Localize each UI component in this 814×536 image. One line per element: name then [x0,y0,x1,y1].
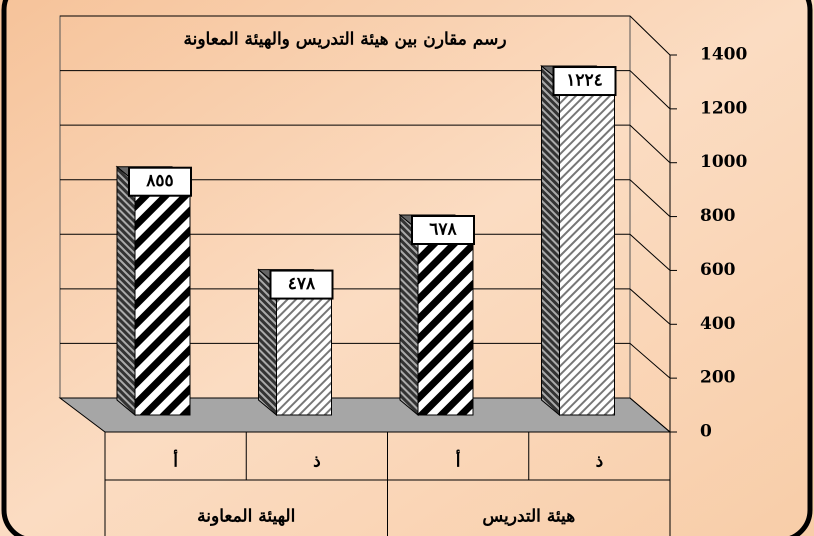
x-tick-label: ذ [596,452,604,472]
bar-side [542,66,560,415]
x-tick-label: أ [173,449,178,472]
y-tick-label: 400 [700,314,736,334]
bar [418,230,473,415]
value-label: ٨٥٥ [145,171,173,191]
chart: رسم مقارن بين هيئة التدريس والهيئة المعا… [0,0,814,536]
bar-side [117,167,135,415]
chart-title: رسم مقارن بين هيئة التدريس والهيئة المعا… [183,30,506,50]
value-label: ٦٧٨ [429,220,457,240]
x-tick-label: أ [456,449,461,472]
bar [560,81,615,415]
y-tick-label: 1200 [700,98,747,118]
y-tick-label: 600 [700,260,736,280]
y-tick-label: 200 [700,368,736,388]
y-tick-label: 0 [700,422,712,442]
bar [135,182,190,415]
value-label: ١٢٢٤ [566,71,603,91]
group-label: الهيئة المعاونة [197,507,295,527]
group-label: هيئة التدريس [482,507,575,527]
y-tick-label: 1000 [700,152,747,172]
x-tick-label: ذ [313,452,321,472]
value-label: ٤٧٨ [288,274,316,294]
y-tick-label: 800 [700,206,736,226]
bar [277,285,332,415]
y-tick-label: 1400 [700,45,747,65]
